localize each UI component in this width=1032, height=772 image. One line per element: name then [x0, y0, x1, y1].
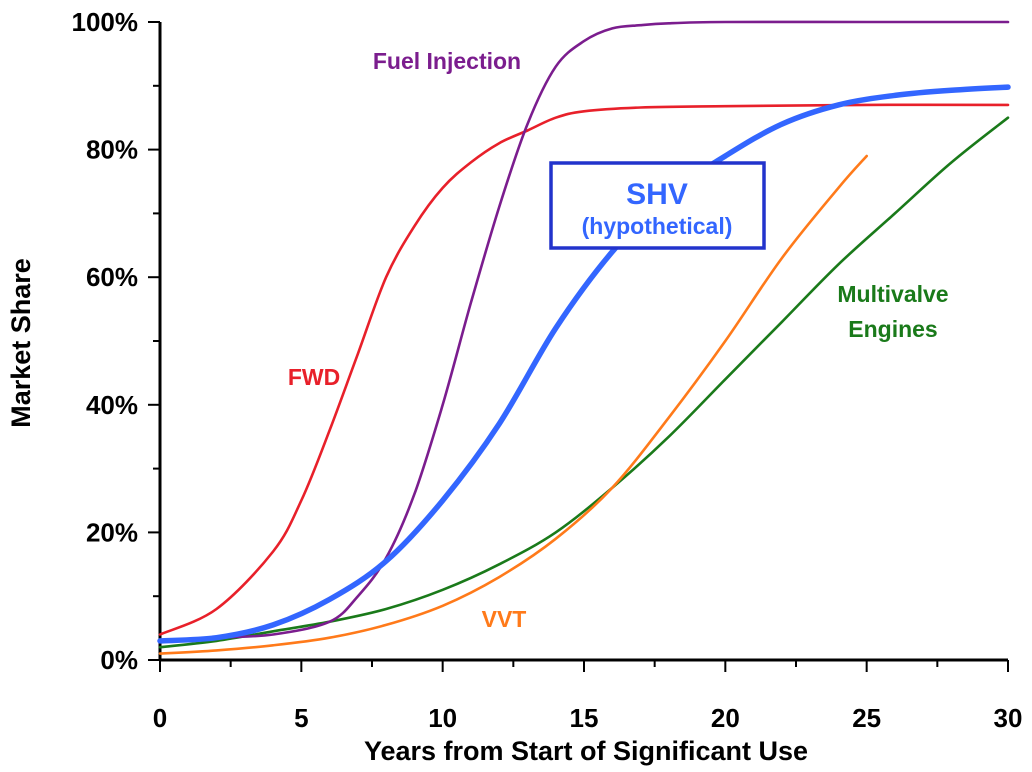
y-tick-label: 80%	[86, 135, 138, 165]
x-tick-label: 10	[428, 703, 457, 733]
series-layer	[157, 20, 1011, 655]
y-axis-title: Market Share	[6, 258, 36, 428]
series-label-multivalve-engines: Multivalve	[837, 281, 948, 307]
y-tick-label: 60%	[86, 262, 138, 292]
y-tick-label: 0%	[100, 645, 138, 675]
x-tick-label: 30	[994, 703, 1023, 733]
series-label-shv-note: (hypothetical)	[582, 213, 733, 239]
y-tick-label: 100%	[72, 7, 139, 37]
series-line-fwd	[158, 103, 1010, 636]
x-tick-label: 5	[294, 703, 308, 733]
series-line-vvt	[158, 154, 868, 655]
y-tick-label: 40%	[86, 390, 138, 420]
series-label-multivalve-engines: Engines	[848, 316, 937, 342]
x-tick-label: 0	[153, 703, 167, 733]
series-labels: FWD Fuel Injection SHV(hypothetical) Multiv…	[288, 48, 949, 632]
series-line-shv	[157, 84, 1011, 644]
series-line-fuel-injection	[158, 20, 1010, 643]
series-label-shv: SHV	[626, 178, 688, 211]
series-label-fwd: FWD	[288, 364, 340, 390]
series-label-fuel-injection: Fuel Injection	[373, 48, 521, 74]
x-tick-label: 15	[570, 703, 599, 733]
series-label-vvt: VVT	[482, 606, 527, 632]
x-axis-title: Years from Start of Significant Use	[364, 736, 808, 766]
x-tick-label: 20	[711, 703, 740, 733]
shv-label-box	[549, 161, 766, 250]
x-tick-label: 25	[852, 703, 881, 733]
axes: 0% 20% 40% 60% 80% 100% 0 5 10 15 20 25 30	[72, 7, 1023, 733]
y-tick-label: 20%	[86, 517, 138, 547]
